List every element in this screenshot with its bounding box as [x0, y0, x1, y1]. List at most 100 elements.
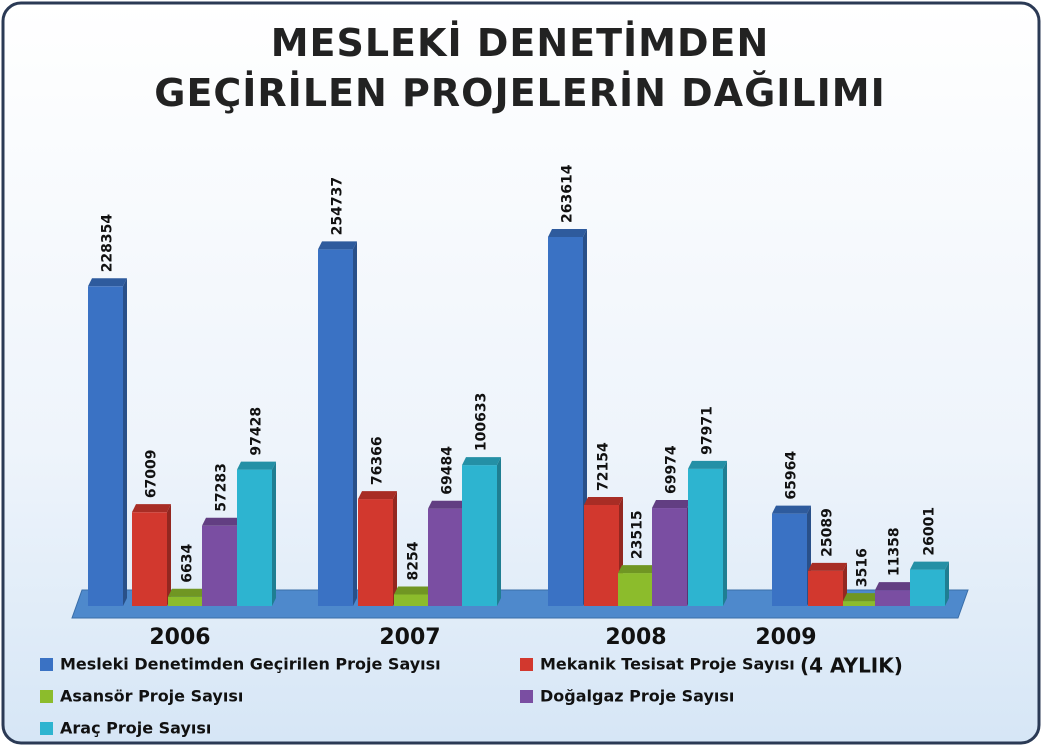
bar: [618, 565, 657, 606]
data-label: 8254: [406, 541, 422, 580]
data-label: 23515: [630, 510, 646, 559]
bar-top: [772, 505, 811, 514]
bar-top: [428, 500, 467, 509]
bar-front: [428, 508, 463, 606]
bar: [875, 582, 914, 606]
data-label: 254737: [330, 177, 346, 235]
bar: [88, 278, 127, 606]
data-label: 6634: [180, 543, 196, 582]
bar-top: [318, 241, 357, 250]
bar-front: [910, 569, 945, 606]
data-label: 67009: [144, 449, 160, 498]
bar-top: [237, 461, 276, 470]
chart-title: MESLEKİ DENETİMDEN GEÇİRİLEN PROJELERİN …: [154, 21, 886, 115]
bar: [394, 586, 433, 606]
x-tick-label: 2008: [605, 625, 666, 650]
bar-side: [353, 241, 357, 606]
bar-front: [772, 513, 807, 606]
legend-swatch: [40, 658, 53, 671]
legend-swatch: [520, 690, 533, 703]
bar-top: [688, 460, 727, 469]
data-label: 25089: [820, 508, 836, 557]
bar: [237, 461, 276, 606]
legend-label: Mekanik Tesisat Proje Sayısı: [540, 655, 795, 674]
bar-top: [462, 457, 501, 466]
bar-top: [132, 504, 171, 513]
data-label: 26001: [922, 507, 938, 556]
x-tick-label: 2007: [379, 625, 440, 650]
bar-front: [688, 468, 723, 606]
bar-top: [618, 565, 657, 574]
bar-front: [358, 499, 393, 606]
legend-label: Doğalgaz Proje Sayısı: [540, 687, 734, 706]
bar-front: [394, 594, 429, 606]
bar-front: [237, 469, 272, 606]
bar-front: [88, 286, 123, 606]
bar-front: [132, 512, 167, 606]
bar-top: [652, 500, 691, 509]
bar-top: [875, 582, 914, 591]
bar: [202, 517, 241, 606]
bar-front: [652, 508, 687, 606]
bar-front: [548, 236, 583, 606]
bar-side: [123, 278, 127, 606]
bar-top: [88, 278, 127, 287]
x-tick-label: 2009: [755, 625, 816, 650]
legend-label: Araç Proje Sayısı: [60, 719, 211, 738]
bar: [808, 562, 847, 606]
bar-top: [843, 593, 882, 602]
bar-side: [945, 561, 949, 606]
bar: [318, 241, 357, 606]
data-label: 3516: [855, 548, 871, 587]
bar-front: [168, 596, 203, 606]
legend-swatch: [40, 722, 53, 735]
bar: [652, 500, 691, 606]
bar: [548, 228, 587, 606]
data-label: 69484: [440, 446, 456, 495]
bar-front: [462, 465, 497, 606]
bar-top: [168, 588, 207, 597]
bar-side: [723, 460, 727, 606]
legend-swatch: [520, 658, 533, 671]
bar-top: [910, 561, 949, 570]
data-label: 57283: [214, 463, 230, 512]
data-label: 72154: [596, 442, 612, 491]
bar-top: [548, 228, 587, 237]
data-label: 263614: [560, 164, 576, 223]
bar: [688, 460, 727, 606]
x-tick-label: 2006: [149, 625, 210, 650]
bar-top: [584, 496, 623, 505]
legend-label: Mesleki Denetimden Geçirilen Proje Sayıs…: [60, 655, 441, 674]
bar-top: [202, 517, 241, 526]
bar-front: [843, 601, 878, 606]
data-label: 11358: [887, 527, 903, 576]
data-label: 228354: [100, 214, 116, 273]
legend-label: Asansör Proje Sayısı: [60, 687, 243, 706]
legend-swatch: [40, 690, 53, 703]
annotation: (4 AYLIK): [800, 654, 903, 678]
bar: [428, 500, 467, 606]
bar-top: [358, 491, 397, 500]
bar-side: [272, 461, 276, 606]
bar-front: [875, 590, 910, 606]
bar: [462, 457, 501, 606]
bar: [358, 491, 397, 606]
bar-top: [808, 562, 847, 571]
data-label: 69974: [664, 445, 680, 494]
bar: [910, 561, 949, 606]
bar-side: [393, 491, 397, 606]
bar-side: [497, 457, 501, 606]
bar-front: [318, 249, 353, 606]
data-label: 100633: [474, 393, 490, 451]
bar-front: [618, 573, 653, 606]
bar: [772, 505, 811, 606]
data-label: 65964: [784, 451, 800, 500]
bar-side: [167, 504, 171, 606]
bar-front: [584, 504, 619, 606]
data-label: 76366: [370, 436, 386, 485]
bar-top: [394, 586, 433, 595]
bar: [132, 504, 171, 606]
bar-front: [202, 525, 237, 606]
